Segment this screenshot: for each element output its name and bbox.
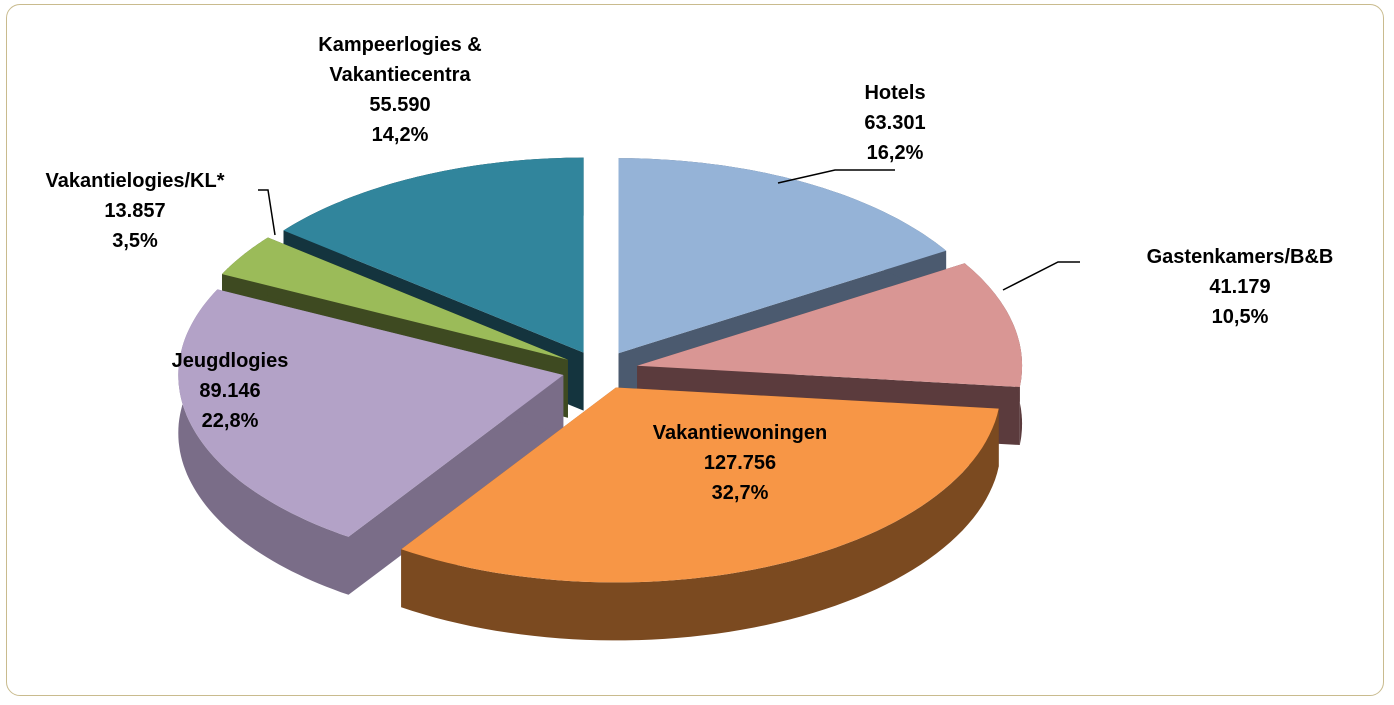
label-percent: 14,2% bbox=[371, 124, 429, 146]
slices bbox=[178, 157, 1023, 641]
data-label: Vakantiewoningen 127.756 32,7% bbox=[620, 418, 860, 508]
data-label: Vakantielogies/KL* 13.857 3,5% bbox=[0, 166, 270, 256]
data-label: Jeugdlogies 89.146 22,8% bbox=[130, 346, 330, 436]
data-label: Gastenkamers/B&B 41.179 10,5% bbox=[1120, 242, 1360, 332]
label-percent: 3,5% bbox=[112, 230, 158, 252]
label-value: 55.590 bbox=[369, 94, 431, 116]
label-name: Gastenkamers/B&B bbox=[1146, 246, 1334, 268]
leader-line bbox=[1002, 261, 1080, 291]
slice bbox=[222, 237, 568, 360]
label-name: Hotels bbox=[864, 82, 926, 104]
slice bbox=[637, 263, 1023, 387]
label-value: 89.146 bbox=[199, 380, 261, 402]
label-value: 127.756 bbox=[703, 452, 777, 474]
label-percent: 22,8% bbox=[201, 410, 259, 432]
label-value: 63.301 bbox=[864, 112, 926, 134]
label-name: Jeugdlogies bbox=[171, 350, 289, 372]
label-name: Kampeerlogies & Vakantiecentra bbox=[318, 34, 482, 86]
label-percent: 10,5% bbox=[1211, 306, 1269, 328]
slice bbox=[283, 157, 584, 353]
leader-line bbox=[777, 169, 895, 184]
slice bbox=[178, 289, 564, 537]
slice-outer-wall bbox=[178, 289, 349, 595]
slice-radial-wall bbox=[348, 375, 564, 595]
slice bbox=[618, 158, 947, 354]
label-value: 41.179 bbox=[1209, 276, 1271, 298]
label-value: 13.857 bbox=[104, 200, 166, 222]
slice-outer-wall bbox=[401, 408, 999, 641]
label-percent: 32,7% bbox=[711, 482, 769, 504]
label-name: Vakantielogies/KL* bbox=[45, 170, 225, 192]
chart-frame bbox=[6, 4, 1384, 696]
label-name: Vakantiewoningen bbox=[652, 422, 828, 444]
label-percent: 16,2% bbox=[866, 142, 924, 164]
data-label: Hotels 63.301 16,2% bbox=[800, 78, 990, 168]
slice bbox=[401, 387, 999, 583]
data-label: Kampeerlogies & Vakantiecentra 55.590 14,2… bbox=[290, 30, 510, 150]
leader-line bbox=[258, 189, 276, 236]
